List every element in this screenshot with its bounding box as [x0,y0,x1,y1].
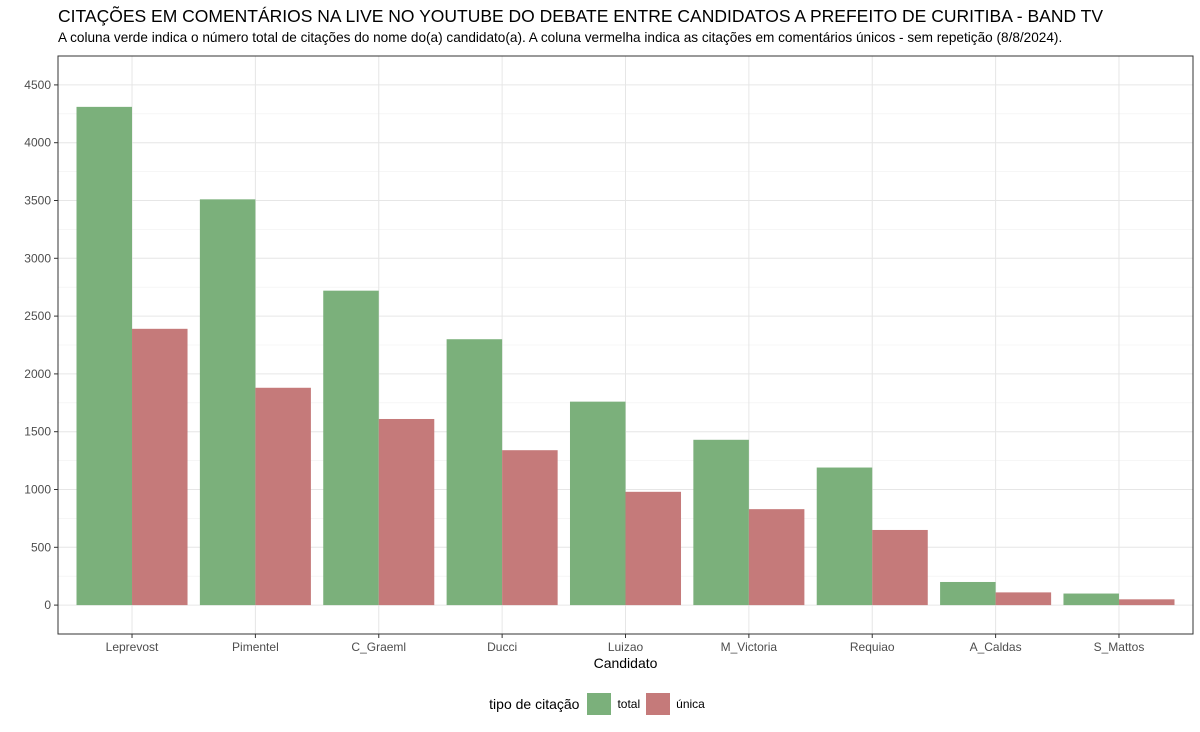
plot-panel-border [57,55,1194,635]
bar-total [569,401,626,606]
x-tick-label: M_Victoria [721,640,778,654]
x-tick-label: Leprevost [106,640,159,654]
x-tick-label: Luizao [608,640,644,654]
bar-unica [378,418,435,606]
y-tick-label: 4000 [24,136,51,150]
bar-unica [502,450,558,606]
bar-total [446,339,503,606]
legend-key-total [587,693,612,715]
legend-title: tipo de citação [489,696,580,712]
x-tick-label: Pimentel [232,640,279,654]
bar-unica [1118,599,1175,606]
y-tick-label: 3000 [24,251,51,265]
bar-unica [872,529,928,606]
y-tick-label: 2000 [24,367,51,381]
y-tick-label: 1000 [24,483,51,497]
legend-item-total: total [587,693,640,715]
legend-key-unica [646,693,671,715]
y-tick-label: 4500 [24,78,51,92]
bar-unica [132,328,188,606]
bar-total [199,199,256,606]
bar-unica [995,592,1052,606]
x-tick-label: Requiao [850,640,895,654]
bar-total [323,290,379,606]
bar-unica [625,491,682,606]
legend-item-unica: única [646,693,705,715]
x-tick-label: C_Graeml [351,640,406,654]
y-tick-label: 0 [44,598,51,612]
x-axis-title: Candidato [594,655,658,671]
x-tick-label: S_Mattos [1094,640,1145,654]
y-tick-label: 500 [31,540,51,554]
chart-subtitle: A coluna verde indica o número total de … [58,30,1063,45]
y-tick-label: 3500 [24,194,51,208]
legend-label-total: total [617,697,641,711]
y-tick-label: 2500 [24,309,51,323]
legend: tipo de citação total única [0,693,1200,715]
x-tick-label: A_Caldas [970,640,1022,654]
bar-total [1063,593,1119,606]
bar-unica [255,387,311,606]
y-tick-label: 1500 [24,425,51,439]
legend-label-unica: única [676,697,705,711]
bar-unica [748,509,805,606]
chart-title: CITAÇÕES EM COMENTÁRIOS NA LIVE NO YOUTU… [58,6,1104,26]
bar-total [693,439,749,606]
x-tick-label: Ducci [487,640,517,654]
bar-total [76,106,133,606]
bar-total [940,581,996,606]
bar-total [816,467,873,606]
